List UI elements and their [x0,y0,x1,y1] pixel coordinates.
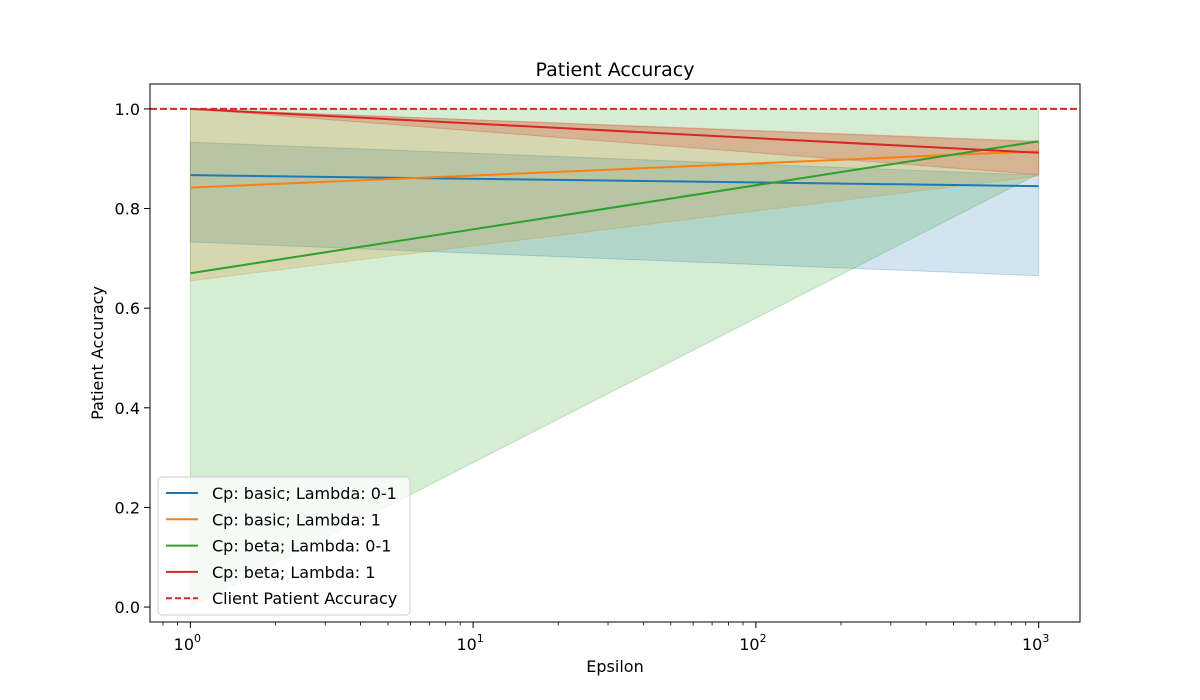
x-tick-label: 101 [456,632,483,654]
line-series-4 [190,107,1039,154]
line-series-2 [190,150,1039,189]
legend-label: Cp: basic; Lambda: 0-1 [212,484,397,503]
x-tick-label: 103 [1022,632,1049,654]
series-lines [190,107,1039,275]
x-tick-label: 102 [739,632,766,654]
line-series-1 [190,174,1039,188]
y-axis-ticks: 0.0 0.2 0.4 0.6 0.8 1.0 [115,100,150,617]
x-axis-ticks: 100 101 102 103 [162,622,1049,654]
line-series-3 [190,140,1039,275]
legend-label: Cp: basic; Lambda: 1 [212,510,381,529]
y-tick-label: 0.4 [115,399,140,418]
band-series-4 [190,108,1040,176]
legend-label: Client Patient Accuracy [212,589,397,608]
chart-title: Patient Accuracy [536,59,695,81]
y-tick-label: 1.0 [115,100,140,119]
x-axis-title: Epsilon [586,657,643,676]
x-tick-label: 100 [174,632,201,654]
y-tick-label: 0.6 [115,299,140,318]
x-tick-exponent: 1 [477,632,484,645]
band-series-2 [189,108,1040,282]
legend-box [157,476,411,616]
y-tick-label: 0.0 [115,598,140,617]
y-axis-title: Patient Accuracy [88,286,107,420]
x-tick-exponent: 2 [760,632,767,645]
legend-label: Cp: beta; Lambda: 0-1 [212,537,391,556]
x-tick-exponent: 0 [194,632,201,645]
legend: Cp: basic; Lambda: 0-1 Cp: basic; Lambda:… [157,476,411,616]
plot-frame [149,83,1081,623]
x-tick-exponent: 3 [1042,632,1049,645]
y-tick-label: 0.8 [115,200,140,219]
legend-label: Cp: beta; Lambda: 1 [212,563,375,582]
y-tick-label: 0.2 [115,498,140,517]
